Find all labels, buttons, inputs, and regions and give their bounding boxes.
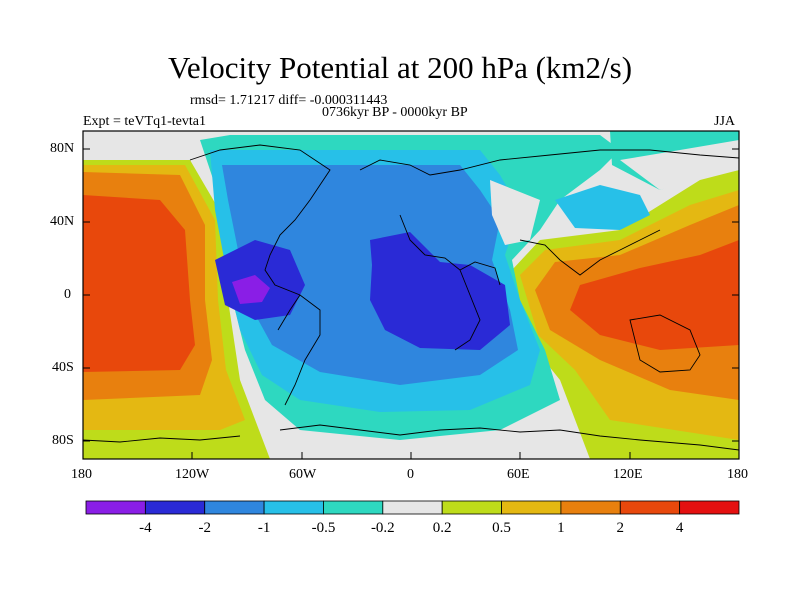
stats-text: rmsd= 1.71217 diff= -0.000311443: [190, 93, 388, 108]
colorbar-swatch: [204, 500, 265, 515]
contour-asia-neg: [555, 185, 650, 230]
contour-atlantic-neutral: [490, 180, 540, 245]
colorbar-label: 1: [557, 520, 565, 536]
contour-fill: [83, 131, 739, 459]
lat-label-0: 0: [64, 287, 71, 302]
colorbar-swatch: [85, 500, 146, 515]
colorbar-swatch: [679, 500, 740, 515]
lon-label-0: 0: [407, 467, 414, 482]
lat-label-40s: 40S: [52, 360, 74, 375]
lon-label-180w: 180: [71, 467, 92, 482]
contour-neg-2-africa: [370, 232, 510, 350]
lon-label-60e: 60E: [507, 467, 530, 482]
lat-label-80n: 80N: [50, 141, 75, 156]
colorbar-swatch: [144, 500, 206, 515]
colorbar-swatch: [560, 500, 621, 515]
map-title: Velocity Potential at 200 hPa (km2/s): [167, 50, 633, 85]
lon-label-120e: 120E: [613, 467, 643, 482]
colorbar-swatch: [619, 500, 681, 515]
lat-label-40n: 40N: [50, 214, 75, 229]
colorbar-swatch: [323, 500, 384, 515]
colorbar-label: 0.2: [432, 520, 452, 536]
colorbar-swatch: [263, 500, 324, 515]
lon-label-60w: 60W: [289, 467, 317, 482]
colorbar-swatch: [382, 500, 443, 515]
lat-label-80s: 80S: [52, 433, 74, 448]
coastlines: [83, 144, 739, 451]
period-text: 0736kyr BP - 0000kyr BP: [322, 105, 468, 120]
colorbar-label: -0.2: [370, 520, 395, 536]
colorbar-label: -1: [257, 520, 271, 536]
contour-pos-2-east: [570, 240, 739, 350]
colorbar-label: 4: [675, 520, 684, 536]
colorbar-label: -2: [198, 520, 211, 536]
contour-asia-neutral: [620, 140, 739, 190]
colorbar-swatch: [501, 500, 562, 515]
colorbar-label: -4: [139, 520, 152, 536]
season-label: JJA: [714, 114, 736, 129]
experiment-label: Expt = teVTq1-tevta1: [83, 114, 206, 129]
colorbar-label: 2: [616, 520, 625, 536]
lon-label-180e: 180: [727, 467, 748, 482]
colorbar-label: -0.5: [311, 520, 336, 536]
colorbar-label: 0.5: [492, 520, 511, 536]
lon-tickmarks: [82, 452, 740, 459]
lon-label-120w: 120W: [175, 467, 210, 482]
colorbar-swatch: [441, 500, 502, 515]
lat-tickmarks: [83, 148, 739, 442]
contour-pos-2-west: [83, 195, 195, 372]
contour-neg-4: [232, 275, 270, 304]
